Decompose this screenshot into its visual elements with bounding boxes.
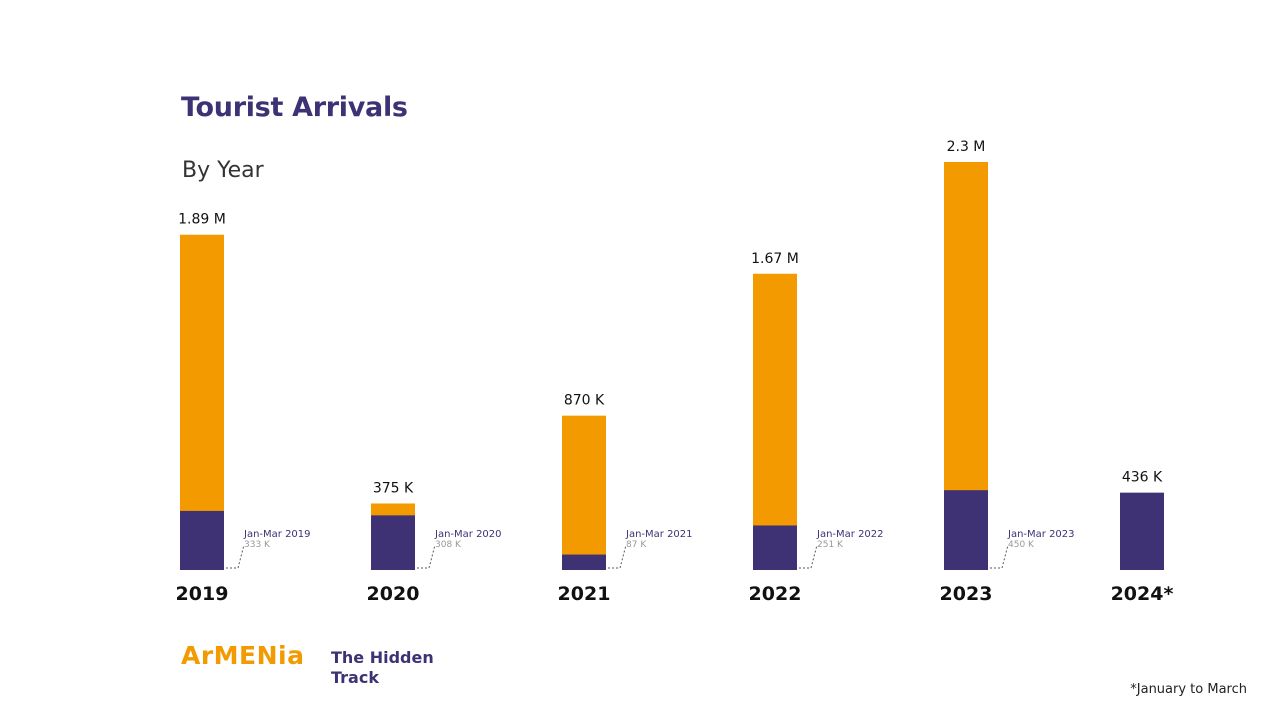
bar-annual-2022 (753, 273, 797, 570)
bar-q1-2022 (753, 525, 797, 570)
bar-annual-2021 (562, 415, 606, 570)
category-label-2021: 2021 (558, 583, 611, 605)
q1-annotation-value: 308 K (435, 540, 462, 550)
logo-wordmark: ArMENia (181, 641, 305, 670)
q1-leader-line (226, 544, 245, 569)
category-label-2020: 2020 (367, 583, 420, 605)
q1-annotation-value: 251 K (817, 540, 844, 550)
logo-tagline: The Hidden Track (331, 648, 434, 687)
bar-q1-2020 (371, 515, 415, 570)
q1-annotation-label: Jan-Mar 2023 (1007, 529, 1075, 540)
bar-q1-2023 (944, 490, 988, 570)
q1-leader-line (990, 544, 1009, 569)
total-label-2022: 1.67 M (751, 251, 799, 267)
total-label-2024: 436 K (1122, 470, 1163, 486)
category-label-2022: 2022 (749, 583, 802, 605)
chart-subtitle: By Year (182, 158, 264, 183)
q1-leader-line (417, 544, 436, 569)
q1-annotation-label: Jan-Mar 2020 (434, 529, 502, 540)
total-label-2021: 870 K (564, 393, 605, 409)
chart-title: Tourist Arrivals (181, 92, 408, 123)
q1-annotation-label: Jan-Mar 2021 (625, 529, 693, 540)
category-label-2019: 2019 (176, 583, 229, 605)
total-label-2019: 1.89 M (178, 212, 226, 228)
q1-annotation-label: Jan-Mar 2022 (816, 529, 884, 540)
category-label-2023: 2023 (940, 583, 993, 605)
q1-annotation-value: 450 K (1008, 540, 1035, 550)
bar-q1-2019 (180, 510, 224, 570)
q1-leader-line (608, 544, 627, 569)
category-label-2024: 2024* (1111, 583, 1174, 605)
total-label-2020: 375 K (373, 480, 414, 496)
footnote: *January to March (1130, 682, 1247, 697)
total-label-2023: 2.3 M (947, 139, 986, 155)
q1-annotation-value: 333 K (244, 540, 271, 550)
q1-annotation-value: 87 K (626, 540, 647, 550)
bar-q1-2024 (1120, 492, 1164, 570)
q1-leader-line (799, 544, 818, 569)
q1-annotation-label: Jan-Mar 2019 (243, 529, 311, 540)
bar-q1-2021 (562, 554, 606, 570)
